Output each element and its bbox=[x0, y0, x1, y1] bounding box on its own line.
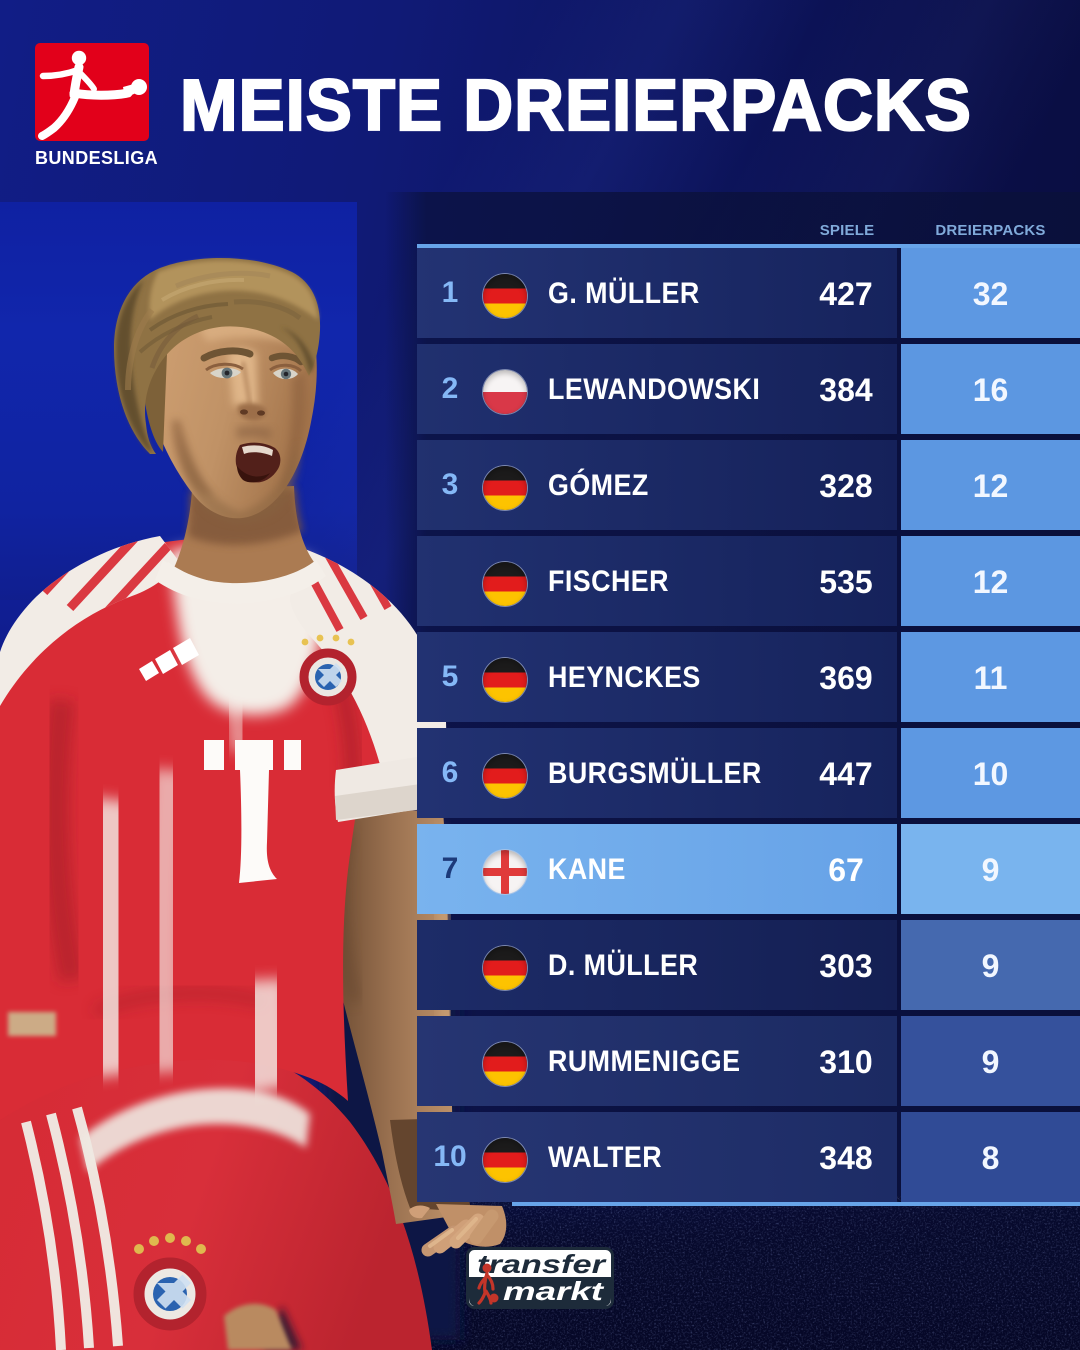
svg-text:transfer: transfer bbox=[477, 1249, 607, 1279]
svg-text:markt: markt bbox=[503, 1276, 605, 1306]
